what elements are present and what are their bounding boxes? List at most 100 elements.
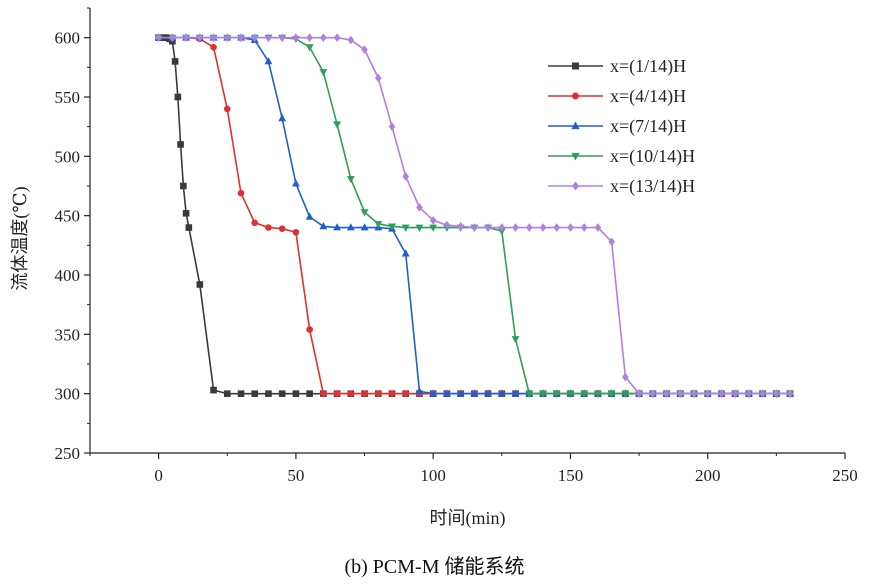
data-point (388, 390, 396, 397)
series-line (158, 36, 791, 395)
data-point (182, 33, 190, 42)
data-point (511, 389, 520, 397)
x-tick-label: 0 (154, 466, 163, 485)
data-point (429, 224, 438, 232)
data-point (388, 122, 396, 131)
data-point (374, 73, 382, 83)
legend-label: x=(13/14)H (610, 176, 695, 197)
data-point (471, 223, 478, 232)
data-point (319, 222, 328, 230)
data-point (566, 390, 575, 398)
data-point (169, 33, 176, 42)
data-point (210, 33, 217, 42)
data-point (305, 44, 314, 52)
legend-marker (572, 62, 579, 70)
data-point (416, 203, 423, 212)
data-point (401, 224, 410, 232)
legend-marker (572, 92, 579, 100)
data-point (525, 390, 534, 398)
data-point (525, 223, 533, 232)
data-point (347, 390, 355, 397)
data-point (361, 45, 368, 54)
legend-label: x=(1/14)H (610, 56, 686, 77)
data-point (185, 224, 193, 231)
data-point (177, 141, 184, 148)
data-point (196, 281, 204, 288)
data-point (320, 33, 327, 42)
data-point (470, 389, 479, 397)
data-point (594, 390, 602, 398)
y-tick-label: 250 (55, 444, 81, 463)
data-point (237, 390, 245, 397)
series-2 (155, 34, 794, 397)
data-point (306, 390, 313, 397)
legend-label: x=(7/14)H (610, 116, 686, 137)
data-point (511, 336, 520, 344)
data-point (635, 389, 643, 398)
data-point (278, 114, 287, 122)
data-point (182, 209, 190, 217)
data-point (360, 209, 369, 217)
data-point (443, 220, 451, 230)
y-axis-title: 流体温度(℃) (10, 186, 31, 290)
data-point (731, 389, 739, 398)
legend-item: x=(7/14)H (548, 116, 686, 137)
data-point (607, 390, 616, 398)
data-point (306, 326, 313, 333)
data-point (388, 223, 396, 231)
data-point (264, 57, 273, 65)
data-point (174, 93, 182, 101)
x-tick-label: 150 (558, 466, 584, 485)
legend-label: x=(10/14)H (610, 146, 695, 167)
data-point (265, 390, 272, 397)
series-line (158, 36, 791, 395)
data-point (320, 390, 327, 397)
chart-legend: x=(1/14)H x=(4/14)H x=(7/14)H x=(10/14)H x=(… (548, 56, 695, 197)
data-point (292, 390, 300, 397)
data-point (539, 390, 547, 398)
data-point (306, 33, 313, 42)
x-axis-title: 时间(min) (430, 508, 506, 529)
data-point (401, 249, 410, 257)
data-point (251, 390, 259, 397)
data-point (718, 389, 725, 398)
data-point (196, 33, 204, 42)
data-point (745, 389, 753, 398)
y-tick-label: 500 (55, 147, 81, 166)
data-point (251, 219, 259, 227)
legend-marker (572, 181, 579, 191)
data-point (374, 390, 382, 397)
data-point (292, 33, 300, 42)
legend-label: x=(4/14)H (610, 86, 686, 107)
y-tick-label: 350 (55, 325, 81, 344)
data-point (278, 225, 286, 233)
figure-caption: (b) PCM-M 储能系统 (344, 556, 525, 578)
data-point (786, 389, 794, 398)
data-point (594, 223, 602, 232)
x-tick-label: 50 (287, 466, 304, 485)
data-point (292, 179, 300, 187)
data-point (333, 121, 341, 129)
data-point (278, 390, 286, 397)
data-point (497, 389, 506, 397)
legend-item: x=(13/14)H (548, 176, 695, 197)
data-point (622, 372, 629, 382)
x-tick-label: 200 (695, 466, 721, 485)
y-tick-label: 300 (55, 385, 81, 404)
data-point (333, 33, 341, 42)
data-point (223, 33, 231, 42)
data-point (374, 221, 383, 229)
data-point (305, 212, 314, 220)
data-point (171, 58, 179, 65)
data-point (251, 33, 259, 42)
data-point (333, 223, 341, 231)
data-point (360, 223, 369, 231)
data-point (415, 224, 424, 232)
data-point (361, 390, 368, 397)
data-point (265, 33, 272, 42)
legend-item: x=(1/14)H (548, 56, 686, 77)
y-tick-label: 600 (55, 29, 81, 48)
chart-series-layer (154, 33, 794, 398)
y-tick-label: 450 (55, 207, 81, 226)
data-point (539, 223, 547, 232)
